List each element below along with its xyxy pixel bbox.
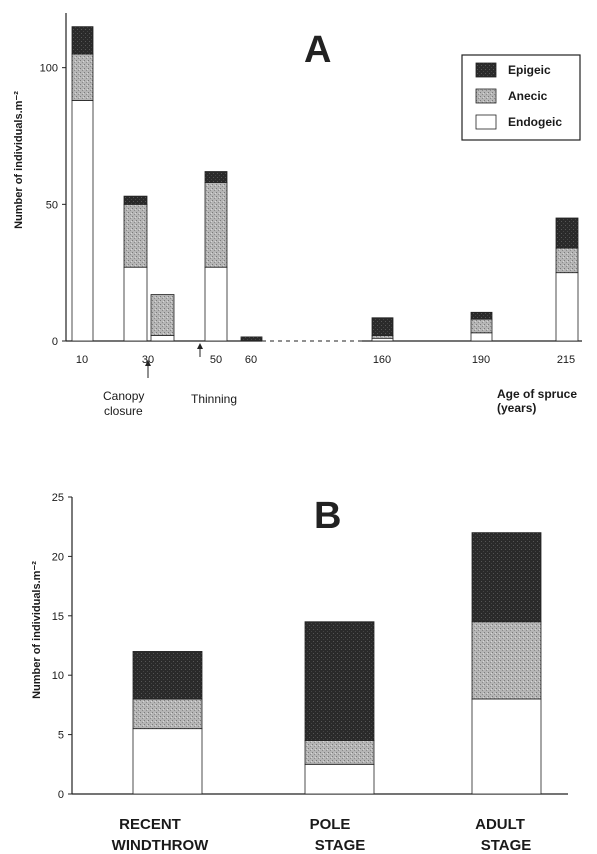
legend-label-anecic: Anecic — [508, 89, 548, 103]
chart-b-category-label-line1: RECENT — [119, 816, 181, 833]
chart-b-category-label-line1: ADULT — [475, 816, 525, 833]
bar-b-0-endogeic — [132, 728, 203, 795]
bar-b-1-epigeic — [304, 621, 375, 741]
bar-a-190-epigeic — [470, 311, 493, 320]
bar-a-190-endogeic — [470, 332, 493, 342]
chart-b-category-label-line2: WINDTHROW — [112, 837, 209, 854]
bar-b-0-anecic — [132, 698, 203, 730]
bar-a-10-epigeic — [71, 26, 94, 55]
bar-a-160-epigeic — [371, 317, 394, 336]
chart-b-ytick-label: 20 — [52, 551, 64, 563]
chart-b-ytick-label: 5 — [58, 730, 64, 742]
bar-a-10-endogeic — [71, 100, 94, 342]
chart-a-xtick-label: 10 — [76, 354, 88, 366]
bar-a-160-endogeic — [371, 337, 394, 342]
chart-a-ylabel: Number of individuals.m⁻² — [13, 91, 25, 229]
bar-a-160-anecic — [371, 335, 394, 339]
bar-a-215-anecic — [555, 247, 579, 274]
chart-a-xlabel-2: (years) — [497, 401, 536, 415]
chart-b-category-label-line2: STAGE — [481, 837, 532, 854]
chart-a-xtick-label: 60 — [245, 354, 257, 366]
chart-a-xlabel-1: Age of spruce — [497, 387, 577, 401]
legend-swatch-endogeic — [475, 114, 497, 130]
chart-a-ytick-label: 50 — [46, 199, 58, 211]
legend-label-endogeic: Endogeic — [508, 115, 562, 129]
bar-a-190-anecic — [470, 318, 493, 334]
chart-b-ytick-label: 10 — [52, 670, 64, 682]
legend-label-epigeic: Epigeic — [508, 63, 551, 77]
chart-a-xtick-label: 160 — [373, 354, 391, 366]
bar-a-215-endogeic — [555, 272, 579, 342]
bar-a-30b-anecic — [150, 294, 175, 336]
bar-a-10-anecic — [71, 53, 94, 101]
bar-b-0-epigeic — [132, 651, 203, 700]
canopy-closure-arrowhead — [145, 360, 151, 366]
chart-b-ytick-label: 0 — [58, 789, 64, 801]
chart-a-ytick-label: 0 — [52, 336, 58, 348]
bar-a-215-epigeic — [555, 217, 579, 249]
chart-b: Number of individuals.m⁻² B 0 5 10 15 20 25 R… — [31, 492, 568, 854]
chart-a-legend: Epigeic Anecic Endogeic — [461, 54, 581, 141]
chart-b-ytick-label: 15 — [52, 611, 64, 623]
bar-a-50-epigeic — [204, 171, 228, 183]
bar-a-30-anecic — [123, 203, 148, 268]
annotation-canopy-closure-1: Canopy — [103, 389, 144, 403]
chart-a-xtick-label: 50 — [210, 354, 222, 366]
bar-a-50-endogeic — [204, 266, 228, 342]
chart-a-ytick-label: 100 — [40, 63, 58, 75]
bar-b-1-endogeic — [304, 763, 375, 795]
legend-swatch-epigeic — [475, 62, 497, 78]
bar-a-30-endogeic — [123, 266, 148, 342]
chart-b-category-label-line1: POLE — [310, 816, 351, 833]
chart-a-panel-label: A — [304, 29, 331, 71]
bar-a-60-epigeic — [240, 336, 263, 342]
annotation-thinning: Thinning — [191, 392, 237, 406]
bar-a-30b-endogeic — [150, 335, 175, 342]
bar-b-2-anecic — [471, 621, 542, 700]
bar-b-2-endogeic — [471, 698, 542, 795]
chart-b-panel-label: B — [314, 495, 341, 537]
chart-b-category-label-line2: STAGE — [315, 837, 366, 854]
bar-a-30-epigeic — [123, 195, 148, 205]
bar-b-1-anecic — [304, 740, 375, 765]
thinning-arrowhead — [197, 343, 203, 349]
annotation-canopy-closure-2: closure — [104, 404, 143, 418]
chart-a-xtick-label: 190 — [472, 354, 490, 366]
legend-swatch-anecic — [475, 88, 497, 104]
bar-b-2-epigeic — [471, 532, 542, 623]
chart-a-xtick-label: 215 — [557, 354, 575, 366]
chart-a: Number of individuals.m⁻² A 050100103050… — [13, 13, 582, 418]
bar-a-50-anecic — [204, 182, 228, 268]
chart-b-ylabel: Number of individuals.m⁻² — [31, 561, 43, 699]
chart-b-ytick-label: 25 — [52, 492, 64, 504]
